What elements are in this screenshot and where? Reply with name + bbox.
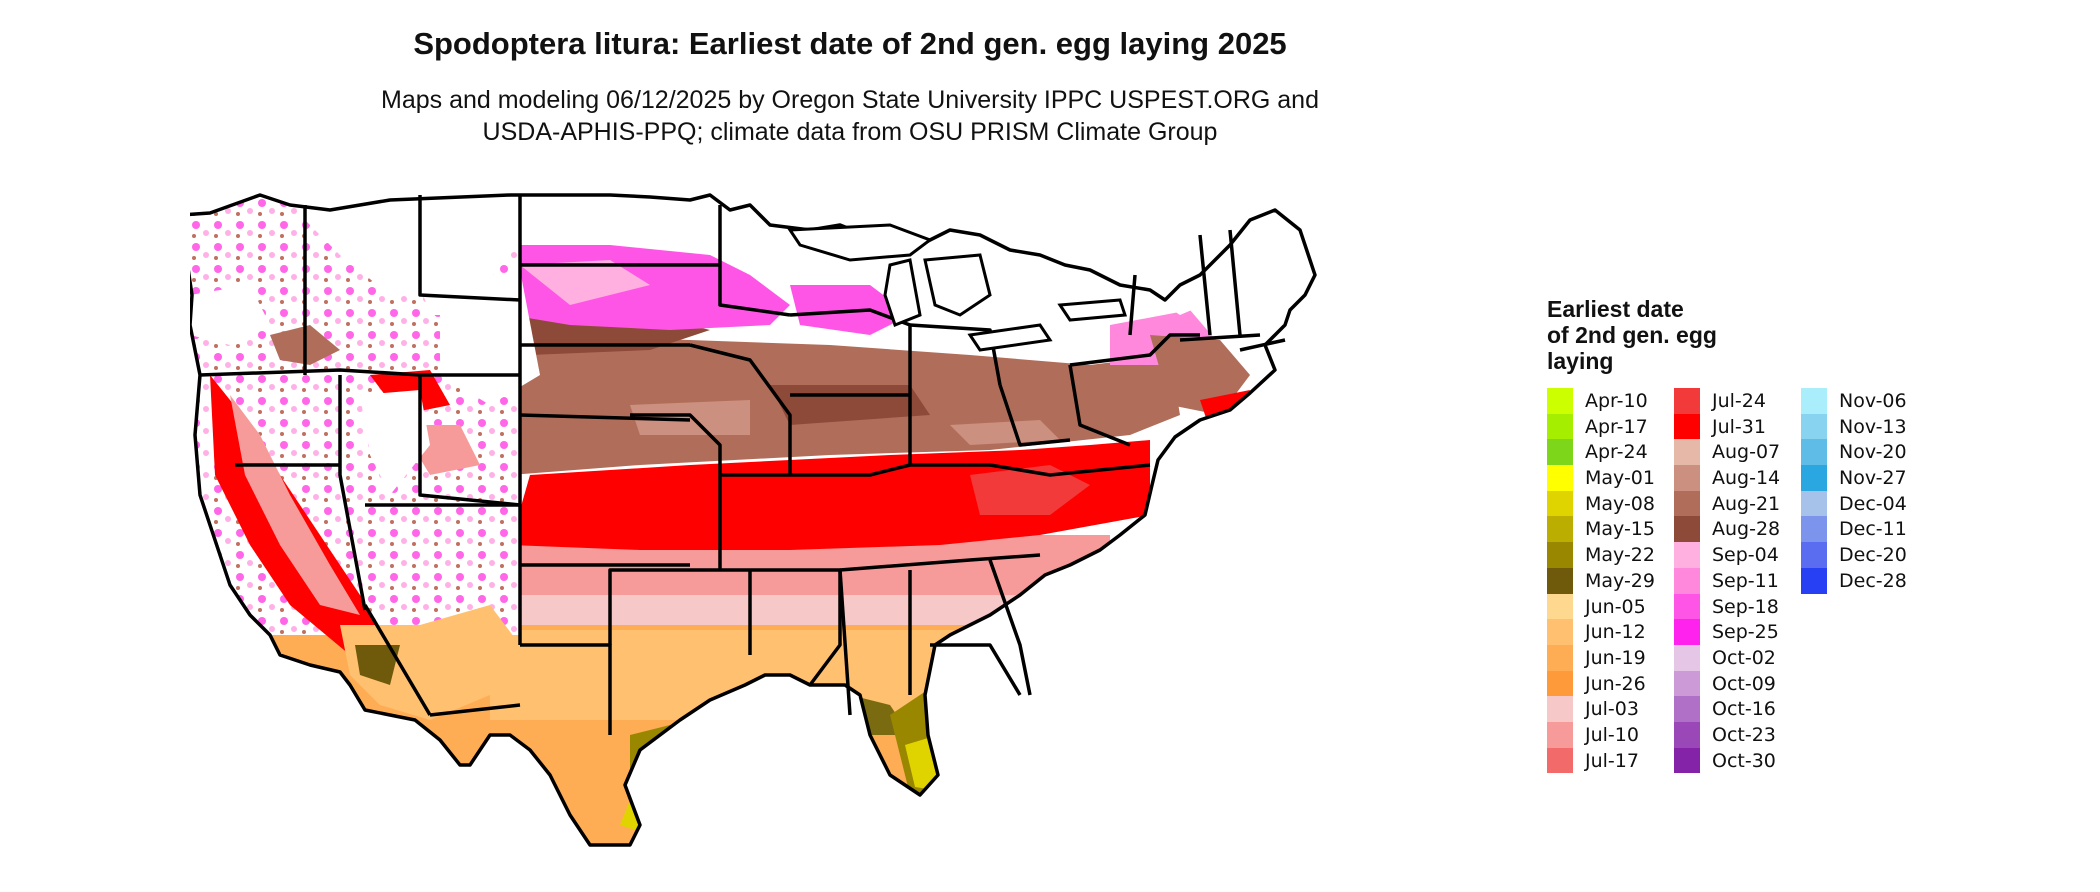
legend-swatch — [1674, 670, 1700, 697]
legend-label: Dec-11 — [1839, 518, 1907, 541]
legend-swatch — [1547, 593, 1573, 620]
legend-label: Jul-10 — [1585, 723, 1639, 746]
legend-label: Apr-10 — [1585, 390, 1648, 412]
legend-title-line: laying — [1547, 348, 1614, 374]
legend-swatch — [1801, 542, 1827, 568]
legend-label: Jul-03 — [1585, 698, 1639, 721]
legend-label: Jul-24 — [1712, 390, 1766, 412]
legend-label: May-15 — [1585, 518, 1655, 541]
legend-swatch — [1547, 413, 1573, 440]
legend-label: Apr-24 — [1585, 441, 1648, 464]
legend-label: Jul-17 — [1585, 749, 1639, 772]
legend-label: Jun-12 — [1585, 621, 1646, 644]
legend-title: Earliest date of 2nd gen. egg laying — [1547, 296, 1717, 374]
legend-label: Dec-04 — [1839, 492, 1907, 515]
legend-label: Oct-09 — [1712, 672, 1776, 695]
legend-swatch — [1674, 490, 1700, 517]
legend-label: May-22 — [1585, 544, 1655, 567]
legend-swatch — [1547, 747, 1573, 774]
legend-swatch — [1674, 567, 1700, 594]
legend-swatch — [1674, 593, 1700, 620]
legend-label: Sep-11 — [1712, 569, 1779, 592]
legend-label: Oct-30 — [1712, 749, 1776, 772]
legend-swatch — [1547, 696, 1573, 722]
us-degree-day-map — [190, 193, 1317, 847]
legend-label: Dec-20 — [1839, 544, 1907, 567]
legend-label: Jun-05 — [1585, 595, 1646, 618]
legend-title-line: of 2nd gen. egg — [1547, 322, 1717, 348]
legend-label: Dec-28 — [1839, 569, 1907, 592]
map-title: Spodoptera litura: Earliest date of 2nd … — [413, 26, 1287, 61]
subtitle-line: Maps and modeling 06/12/2025 by Oregon S… — [381, 86, 1319, 114]
legend-swatch — [1674, 465, 1700, 491]
legend-swatch — [1801, 439, 1827, 466]
legend-swatch — [1801, 465, 1827, 491]
legend-swatch — [1674, 644, 1700, 671]
legend-label: Sep-18 — [1712, 595, 1779, 618]
legend-label: Nov-06 — [1839, 390, 1907, 412]
legend-swatch — [1547, 567, 1573, 594]
legend-swatch — [1547, 388, 1573, 414]
legend-label: Oct-16 — [1712, 698, 1776, 721]
legend-swatch — [1674, 516, 1700, 543]
legend-label: Aug-28 — [1712, 518, 1781, 541]
legend-swatch — [1547, 465, 1573, 491]
legend-swatch — [1547, 439, 1573, 466]
legend-swatch — [1547, 542, 1573, 568]
legend-title-line: Earliest date — [1547, 296, 1684, 322]
legend-label: Aug-14 — [1712, 467, 1781, 490]
legend-swatch — [1801, 413, 1827, 440]
legend-swatch — [1801, 567, 1827, 594]
legend-label: Nov-20 — [1839, 441, 1907, 464]
legend-label: Aug-21 — [1712, 492, 1781, 515]
legend-swatch — [1801, 490, 1827, 517]
legend-label: Sep-25 — [1712, 621, 1779, 644]
legend-swatch — [1674, 439, 1700, 466]
legend-swatch — [1674, 696, 1700, 722]
legend-swatch — [1547, 619, 1573, 645]
legend-label: May-08 — [1585, 492, 1655, 515]
subtitle-line: USDA-APHIS-PPQ; climate data from OSU PR… — [482, 118, 1218, 146]
legend-swatch — [1674, 413, 1700, 440]
map-subtitle: Maps and modeling 06/12/2025 by Oregon S… — [0, 84, 1700, 148]
legend-label: Oct-23 — [1712, 723, 1776, 746]
legend-label: Jul-31 — [1712, 415, 1766, 438]
legend-swatch — [1801, 516, 1827, 543]
legend-label: May-01 — [1585, 467, 1655, 490]
legend-label: Jun-19 — [1585, 646, 1646, 669]
legend-swatch — [1547, 490, 1573, 517]
legend-label: Apr-17 — [1585, 415, 1648, 438]
legend-swatch — [1674, 747, 1700, 774]
legend-label: May-29 — [1585, 569, 1655, 592]
legend-label: Aug-07 — [1712, 441, 1781, 464]
legend-label: Oct-02 — [1712, 646, 1776, 669]
legend-swatch — [1674, 388, 1700, 414]
legend-swatch — [1674, 619, 1700, 645]
legend-label: Sep-04 — [1712, 544, 1779, 567]
legend-swatch — [1547, 670, 1573, 697]
legend-swatch — [1674, 721, 1700, 748]
legend-swatch — [1547, 516, 1573, 543]
legend-label: Nov-27 — [1839, 467, 1907, 490]
legend-swatch — [1801, 388, 1827, 414]
legend-swatch — [1547, 644, 1573, 671]
legend-swatch — [1674, 542, 1700, 568]
legend-label: Nov-13 — [1839, 415, 1907, 438]
legend-swatch — [1547, 721, 1573, 748]
legend-label: Jun-26 — [1585, 672, 1646, 695]
